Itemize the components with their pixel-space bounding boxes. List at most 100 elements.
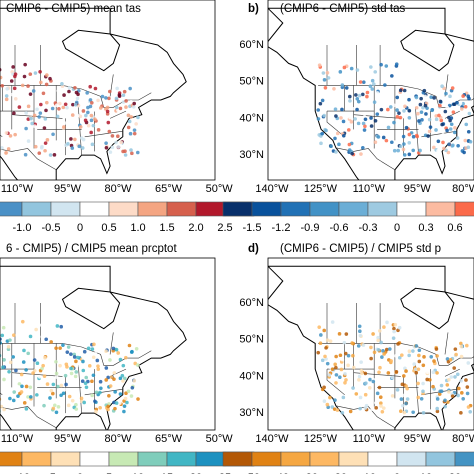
station-dot: [48, 153, 53, 157]
station-dot: [2, 407, 6, 412]
station-dot: [54, 371, 59, 376]
hudson-bay: [61, 29, 121, 72]
station-dot: [4, 94, 9, 98]
station-dot: [128, 86, 132, 91]
station-dot: [94, 409, 98, 414]
station-dot: [95, 358, 100, 363]
station-dot: [404, 369, 408, 373]
station-dot: [73, 85, 77, 90]
station-dot: [69, 371, 74, 376]
panel-title: (CMIP6 - CMIP5) / CMIP5 std p: [280, 243, 441, 255]
station-dot: [466, 129, 471, 134]
station-dot: [22, 348, 26, 353]
station-dot: [54, 346, 58, 350]
station-dot: [455, 121, 460, 126]
station-dot: [89, 130, 93, 135]
station-dot: [456, 393, 460, 398]
station-dot: [24, 126, 28, 131]
lon-label: 65°W: [155, 183, 183, 195]
station-dot: [357, 378, 361, 382]
station-dot: [317, 63, 322, 67]
station-dot: [66, 142, 70, 146]
station-dot: [105, 112, 110, 116]
station-dot: [118, 376, 123, 381]
station-dot: [11, 355, 15, 359]
station-dot: [379, 340, 383, 345]
station-dot: [394, 62, 399, 66]
station-dot: [75, 96, 80, 101]
station-dot: [25, 335, 30, 340]
station-dot: [123, 396, 128, 401]
station-dot: [349, 66, 354, 71]
station-dot: [368, 377, 372, 382]
station-dot: [35, 107, 39, 112]
station-dot: [407, 349, 412, 353]
station-dot: [96, 364, 100, 368]
colorbar-box: [454, 201, 474, 217]
station-dot: [116, 108, 120, 112]
station-dot: [107, 129, 112, 134]
station-dot: [335, 131, 340, 136]
station-dot: [84, 113, 88, 118]
lon-label: 140°W: [255, 183, 289, 195]
station-dot: [1, 365, 5, 370]
station-dot: [132, 379, 137, 383]
station-dot: [26, 84, 30, 88]
station-dot: [422, 88, 427, 93]
station-dot: [334, 365, 338, 370]
station-dot: [31, 89, 36, 93]
station-dot: [364, 403, 369, 408]
station-dot: [74, 370, 79, 374]
station-dot: [353, 117, 357, 121]
panel-title: 6 - CMIP5) / CMIP5 mean prcptot: [6, 243, 177, 255]
station-dot: [451, 151, 456, 156]
station-dot: [382, 406, 386, 410]
station-dot: [411, 407, 416, 411]
station-dot: [466, 94, 470, 99]
station-dot: [400, 382, 405, 387]
station-dot: [45, 73, 49, 77]
station-dot: [71, 102, 75, 107]
station-dot: [407, 97, 411, 102]
station-dot: [416, 111, 420, 116]
station-dot: [358, 333, 363, 338]
station-dot: [455, 372, 460, 377]
station-dot: [381, 349, 385, 353]
station-dot: [335, 408, 340, 412]
station-dot: [391, 336, 396, 340]
station-dot: [413, 367, 418, 371]
station-dot: [420, 118, 424, 122]
station-dot: [363, 392, 368, 397]
map: [0, 265, 187, 430]
station-dot: [376, 338, 380, 343]
station-dot: [62, 93, 66, 97]
lon-label: 110°W: [1, 433, 34, 445]
station-dot: [106, 120, 111, 125]
station-dot: [125, 400, 129, 405]
station-dot: [122, 89, 127, 94]
station-dot: [121, 363, 126, 368]
colorbar-box: [21, 201, 52, 217]
border: [84, 388, 123, 396]
station-dot: [11, 398, 16, 403]
station-dot: [327, 373, 332, 377]
station-dot: [338, 353, 343, 358]
station-dot: [339, 367, 344, 372]
station-dot: [47, 326, 51, 330]
station-dot: [438, 103, 442, 108]
station-dot: [460, 107, 464, 111]
station-dot: [66, 345, 71, 349]
border: [335, 405, 396, 429]
station-dot: [37, 115, 42, 119]
station-dot: [321, 71, 326, 75]
colorbar-label: -0.6: [330, 222, 349, 234]
station-dot: [459, 379, 463, 383]
station-dot: [81, 359, 85, 364]
station-dot: [135, 148, 140, 152]
station-dot: [437, 113, 441, 118]
station-dot: [373, 140, 378, 144]
station-dot: [376, 347, 381, 352]
station-dot: [377, 385, 382, 390]
station-dot: [320, 98, 325, 103]
station-dot: [422, 355, 426, 359]
